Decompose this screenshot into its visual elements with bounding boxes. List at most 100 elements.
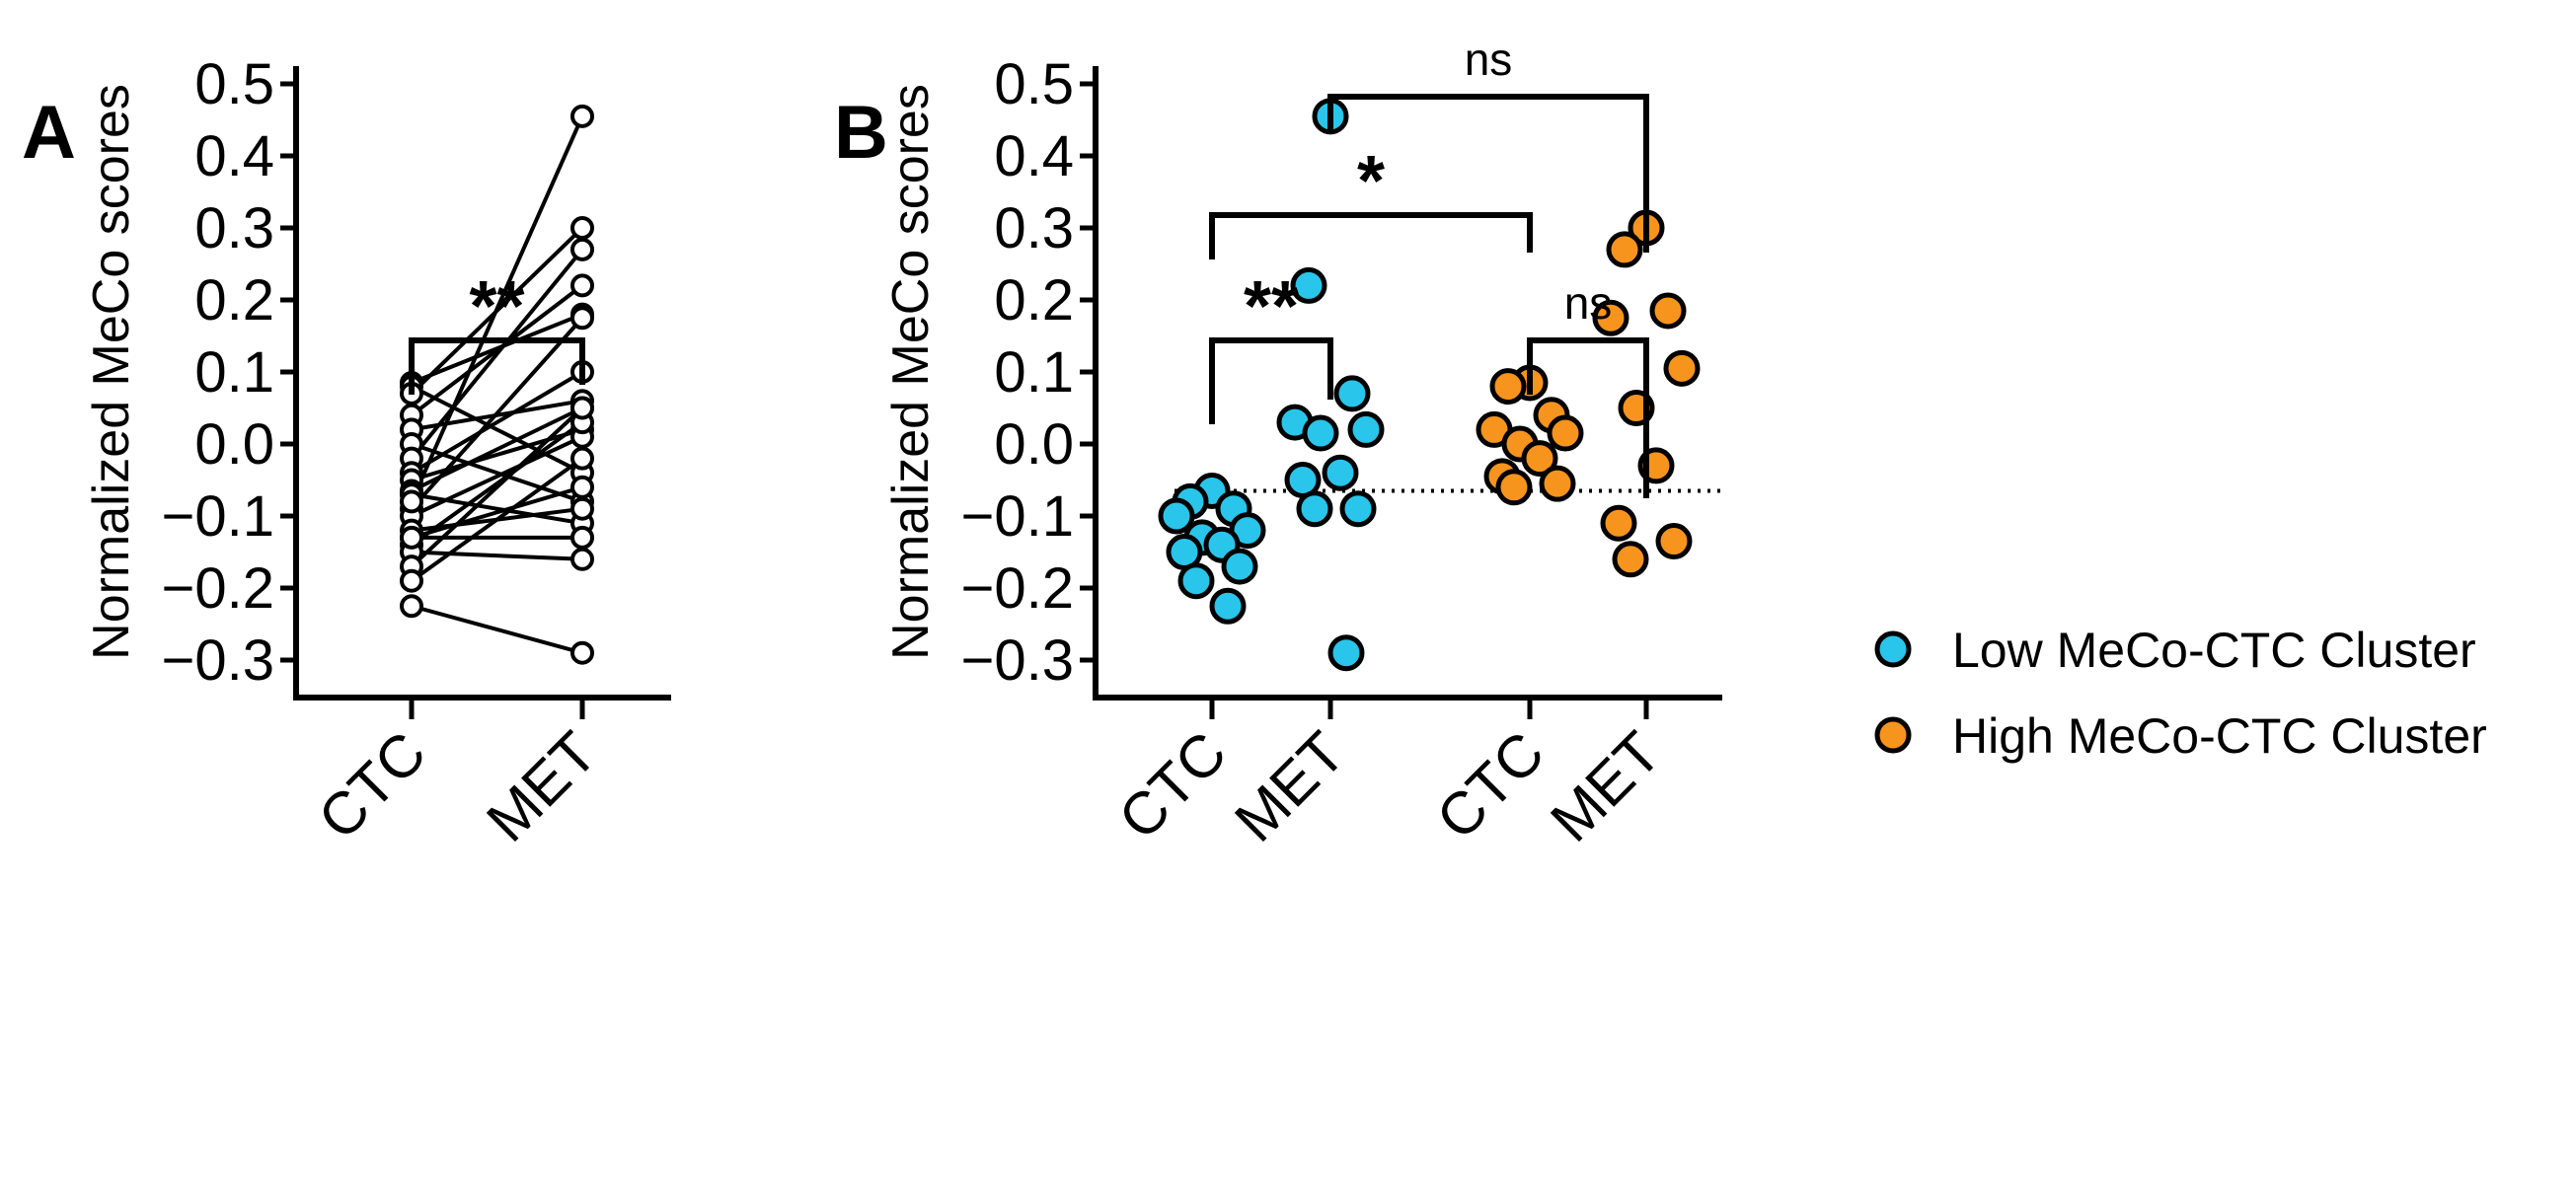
panel-b-y-tick-label: 0.4 — [994, 124, 1074, 188]
panel-a-met-point — [570, 446, 594, 471]
panel-a-pair-line — [410, 420, 584, 547]
panel-b-data-point — [1521, 440, 1558, 478]
panel-a-y-tick-label: 0.2 — [194, 268, 274, 332]
panel-b-data-point — [1612, 541, 1649, 578]
panel-b-data-point — [1649, 292, 1687, 330]
panel-a-met-point — [570, 547, 594, 571]
panel-a-ctc-point — [400, 489, 423, 514]
panel-a-met-point — [570, 396, 594, 420]
panel-b-y-tick-label: 0.0 — [994, 412, 1074, 477]
panel-b-y-tick-label: 0.2 — [994, 268, 1074, 332]
legend-marker — [1874, 630, 1912, 668]
panel-b-significance-label: ns — [1465, 34, 1513, 85]
panel-b-x-tick-label: CTC — [1424, 719, 1557, 852]
panel-b-data-point — [1209, 587, 1247, 625]
legend: Low MeCo-CTC Cluster High MeCo-CTC Cluste… — [1874, 623, 2487, 764]
panel-b-y-tick-label: 0.3 — [994, 196, 1074, 260]
panel-a-y-tick-label: −0.1 — [162, 484, 275, 549]
panel-b-significance-bracket — [1209, 337, 1333, 424]
panel-b-data-point — [1489, 368, 1527, 406]
panel-b-x-tick-label: MET — [1538, 719, 1673, 854]
panel-b-y-tick-label: 0.5 — [994, 52, 1074, 116]
panel-a: A 0.5 0.4 0.3 0.2 0.1 0.0 −0.1 −0.2 −0.3 Normalize… — [22, 52, 671, 854]
panel-a-pair-line — [410, 456, 584, 583]
panel-b-significance-label: ** — [1244, 267, 1299, 346]
panel-a-met-point — [570, 237, 594, 261]
panel-a-pair-line — [411, 492, 583, 526]
panel-a-met-point — [570, 306, 594, 331]
panel-b-y-tick-label: −0.1 — [961, 484, 1075, 549]
panel-a-x-tick-label: MET — [474, 719, 609, 854]
panel-a-met-point — [570, 496, 594, 521]
panel-b-y-tick-label: −0.2 — [961, 556, 1075, 621]
legend-marker — [1874, 716, 1912, 754]
panel-a-y-tick-label: 0.3 — [194, 196, 274, 260]
panel-a-pair-line — [411, 604, 583, 655]
panel-b: B 0.5 0.4 0.3 0.2 0.1 0.0 −0.1 −0.2 −0.3 Normalize… — [834, 34, 1722, 854]
panel-b-letter: B — [834, 91, 888, 175]
panel-b-data-point — [1327, 634, 1365, 672]
panel-b-data-point — [1339, 490, 1377, 528]
panel-a-pair-line — [411, 384, 583, 475]
panel-a-y-tick-label: 0.0 — [194, 412, 274, 477]
panel-b-data-point — [1663, 349, 1701, 387]
panel-b-data-point — [1302, 414, 1339, 452]
panel-b-x-tick-label: MET — [1222, 719, 1357, 854]
panel-b-data-point — [1290, 266, 1327, 304]
panel-a-y-label: Normalized MeCo scores — [83, 84, 140, 660]
panel-b-data-point — [1606, 231, 1643, 268]
panel-a-ctc-point — [400, 525, 423, 550]
panel-a-met-point — [570, 273, 594, 298]
panel-a-met-point — [570, 525, 594, 550]
panel-b-data-point — [1322, 454, 1359, 491]
panel-a-significance-bracket — [409, 337, 585, 395]
panel-a-pair-line — [411, 442, 583, 504]
panel-b-significance-bracket — [1209, 212, 1533, 259]
panel-a-y-tick-label: −0.2 — [162, 556, 275, 621]
panel-a-pair-line — [411, 484, 583, 540]
panel-a-met-point — [570, 104, 594, 128]
panel-a-met-point — [570, 640, 594, 665]
panel-b-data-point — [1177, 562, 1215, 600]
panel-b-data-point — [1547, 414, 1584, 452]
panel-a-pair-line — [410, 283, 584, 417]
panel-b-significance-bracket — [1327, 94, 1649, 253]
panel-b-data-point — [1592, 299, 1629, 336]
legend-label: High MeCo-CTC Cluster — [1952, 708, 2487, 764]
panel-a-ctc-point — [400, 594, 423, 619]
panel-b-significance-bracket — [1527, 337, 1649, 498]
panel-b-data-point — [1539, 465, 1576, 502]
panel-b-data-point — [1296, 490, 1333, 528]
legend-label: Low MeCo-CTC Cluster — [1952, 623, 2476, 678]
panel-a-y-tick-label: −0.3 — [162, 628, 275, 693]
panel-a-y-tick-label: 0.4 — [194, 124, 274, 188]
panel-a-y-tick-label: 0.5 — [194, 52, 274, 116]
panel-b-data-point — [1655, 523, 1693, 560]
panel-b-y-tick-label: 0.1 — [994, 340, 1074, 405]
panel-a-pair-line — [410, 248, 584, 460]
panel-b-x-tick-label: CTC — [1106, 719, 1240, 852]
panel-a-significance-label: ** — [469, 267, 524, 346]
panel-b-y-tick-label: −0.3 — [961, 628, 1075, 693]
panel-a-pair-line — [410, 406, 584, 568]
panel-a-ctc-point — [400, 568, 423, 593]
panel-b-significance-label: * — [1357, 142, 1385, 221]
panel-a-pair-line — [411, 434, 583, 518]
panel-a-x-tick-label: CTC — [306, 719, 439, 852]
panel-a-met-point — [570, 216, 594, 240]
panel-a-pair-line — [410, 316, 584, 511]
panel-a-met-point — [570, 475, 594, 499]
panel-a-letter: A — [22, 91, 76, 175]
panel-b-data-point — [1221, 548, 1258, 585]
panel-a-pair-line — [411, 550, 583, 561]
panel-b-data-point — [1600, 504, 1637, 542]
panel-b-data-point — [1347, 410, 1385, 448]
panel-b-significance-label: ns — [1564, 277, 1613, 329]
panel-b-data-point — [1495, 469, 1533, 506]
panel-a-y-tick-label: 0.1 — [194, 340, 274, 405]
panel-a-pair-line — [410, 115, 584, 503]
panel-b-data-point — [1333, 375, 1371, 412]
panel-b-y-label: Normalized MeCo scores — [882, 84, 940, 660]
panel-b-data-point — [1158, 497, 1195, 535]
panel-a-pair-line — [410, 370, 584, 475]
